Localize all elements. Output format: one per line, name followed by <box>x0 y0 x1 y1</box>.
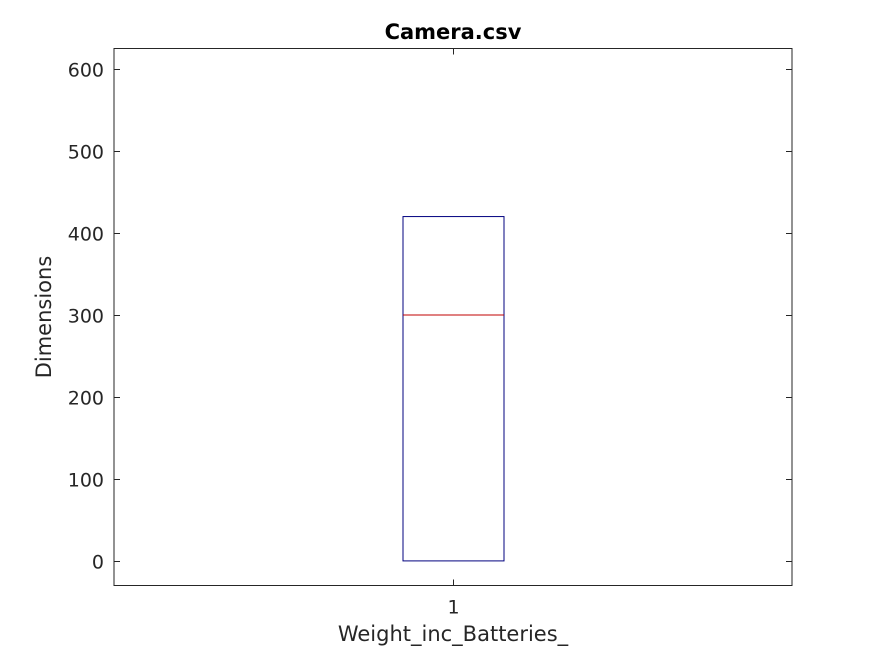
y-tick-label: 600 <box>68 60 104 82</box>
y-tick-label: 400 <box>68 224 104 246</box>
y-tick-label: 0 <box>92 552 104 574</box>
y-tick-label: 500 <box>68 142 104 164</box>
x-axis-ticks: 1 <box>447 48 460 619</box>
plot-area: 0 100 200 300 400 500 600 1 <box>68 48 793 619</box>
box <box>402 216 505 562</box>
y-axis-label: Dimensions <box>32 256 56 379</box>
x-axis-label: Weight_inc_Batteries_ <box>338 622 569 647</box>
boxes-group <box>402 216 505 562</box>
y-tick-label: 300 <box>68 306 104 328</box>
y-axis-ticks: 0 100 200 300 400 500 600 <box>68 60 792 574</box>
chart-title: Camera.csv <box>385 20 522 44</box>
x-tick-label: 1 <box>447 597 459 619</box>
y-tick-label: 200 <box>68 388 104 410</box>
y-tick-label: 100 <box>68 470 104 492</box>
